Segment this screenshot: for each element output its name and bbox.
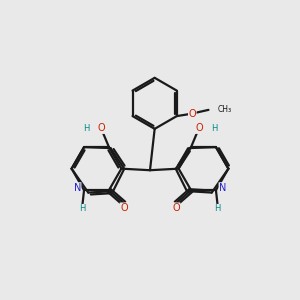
Text: H: H (79, 204, 86, 213)
Text: O: O (188, 109, 196, 118)
Text: O: O (195, 123, 202, 134)
Text: H: H (83, 124, 89, 133)
Text: O: O (98, 123, 105, 134)
Text: CH₃: CH₃ (217, 105, 231, 114)
Text: O: O (120, 203, 128, 213)
Text: H: H (214, 204, 221, 213)
Text: N: N (74, 183, 81, 193)
Text: O: O (172, 203, 180, 213)
Text: H: H (211, 124, 217, 133)
Text: N: N (219, 183, 226, 193)
